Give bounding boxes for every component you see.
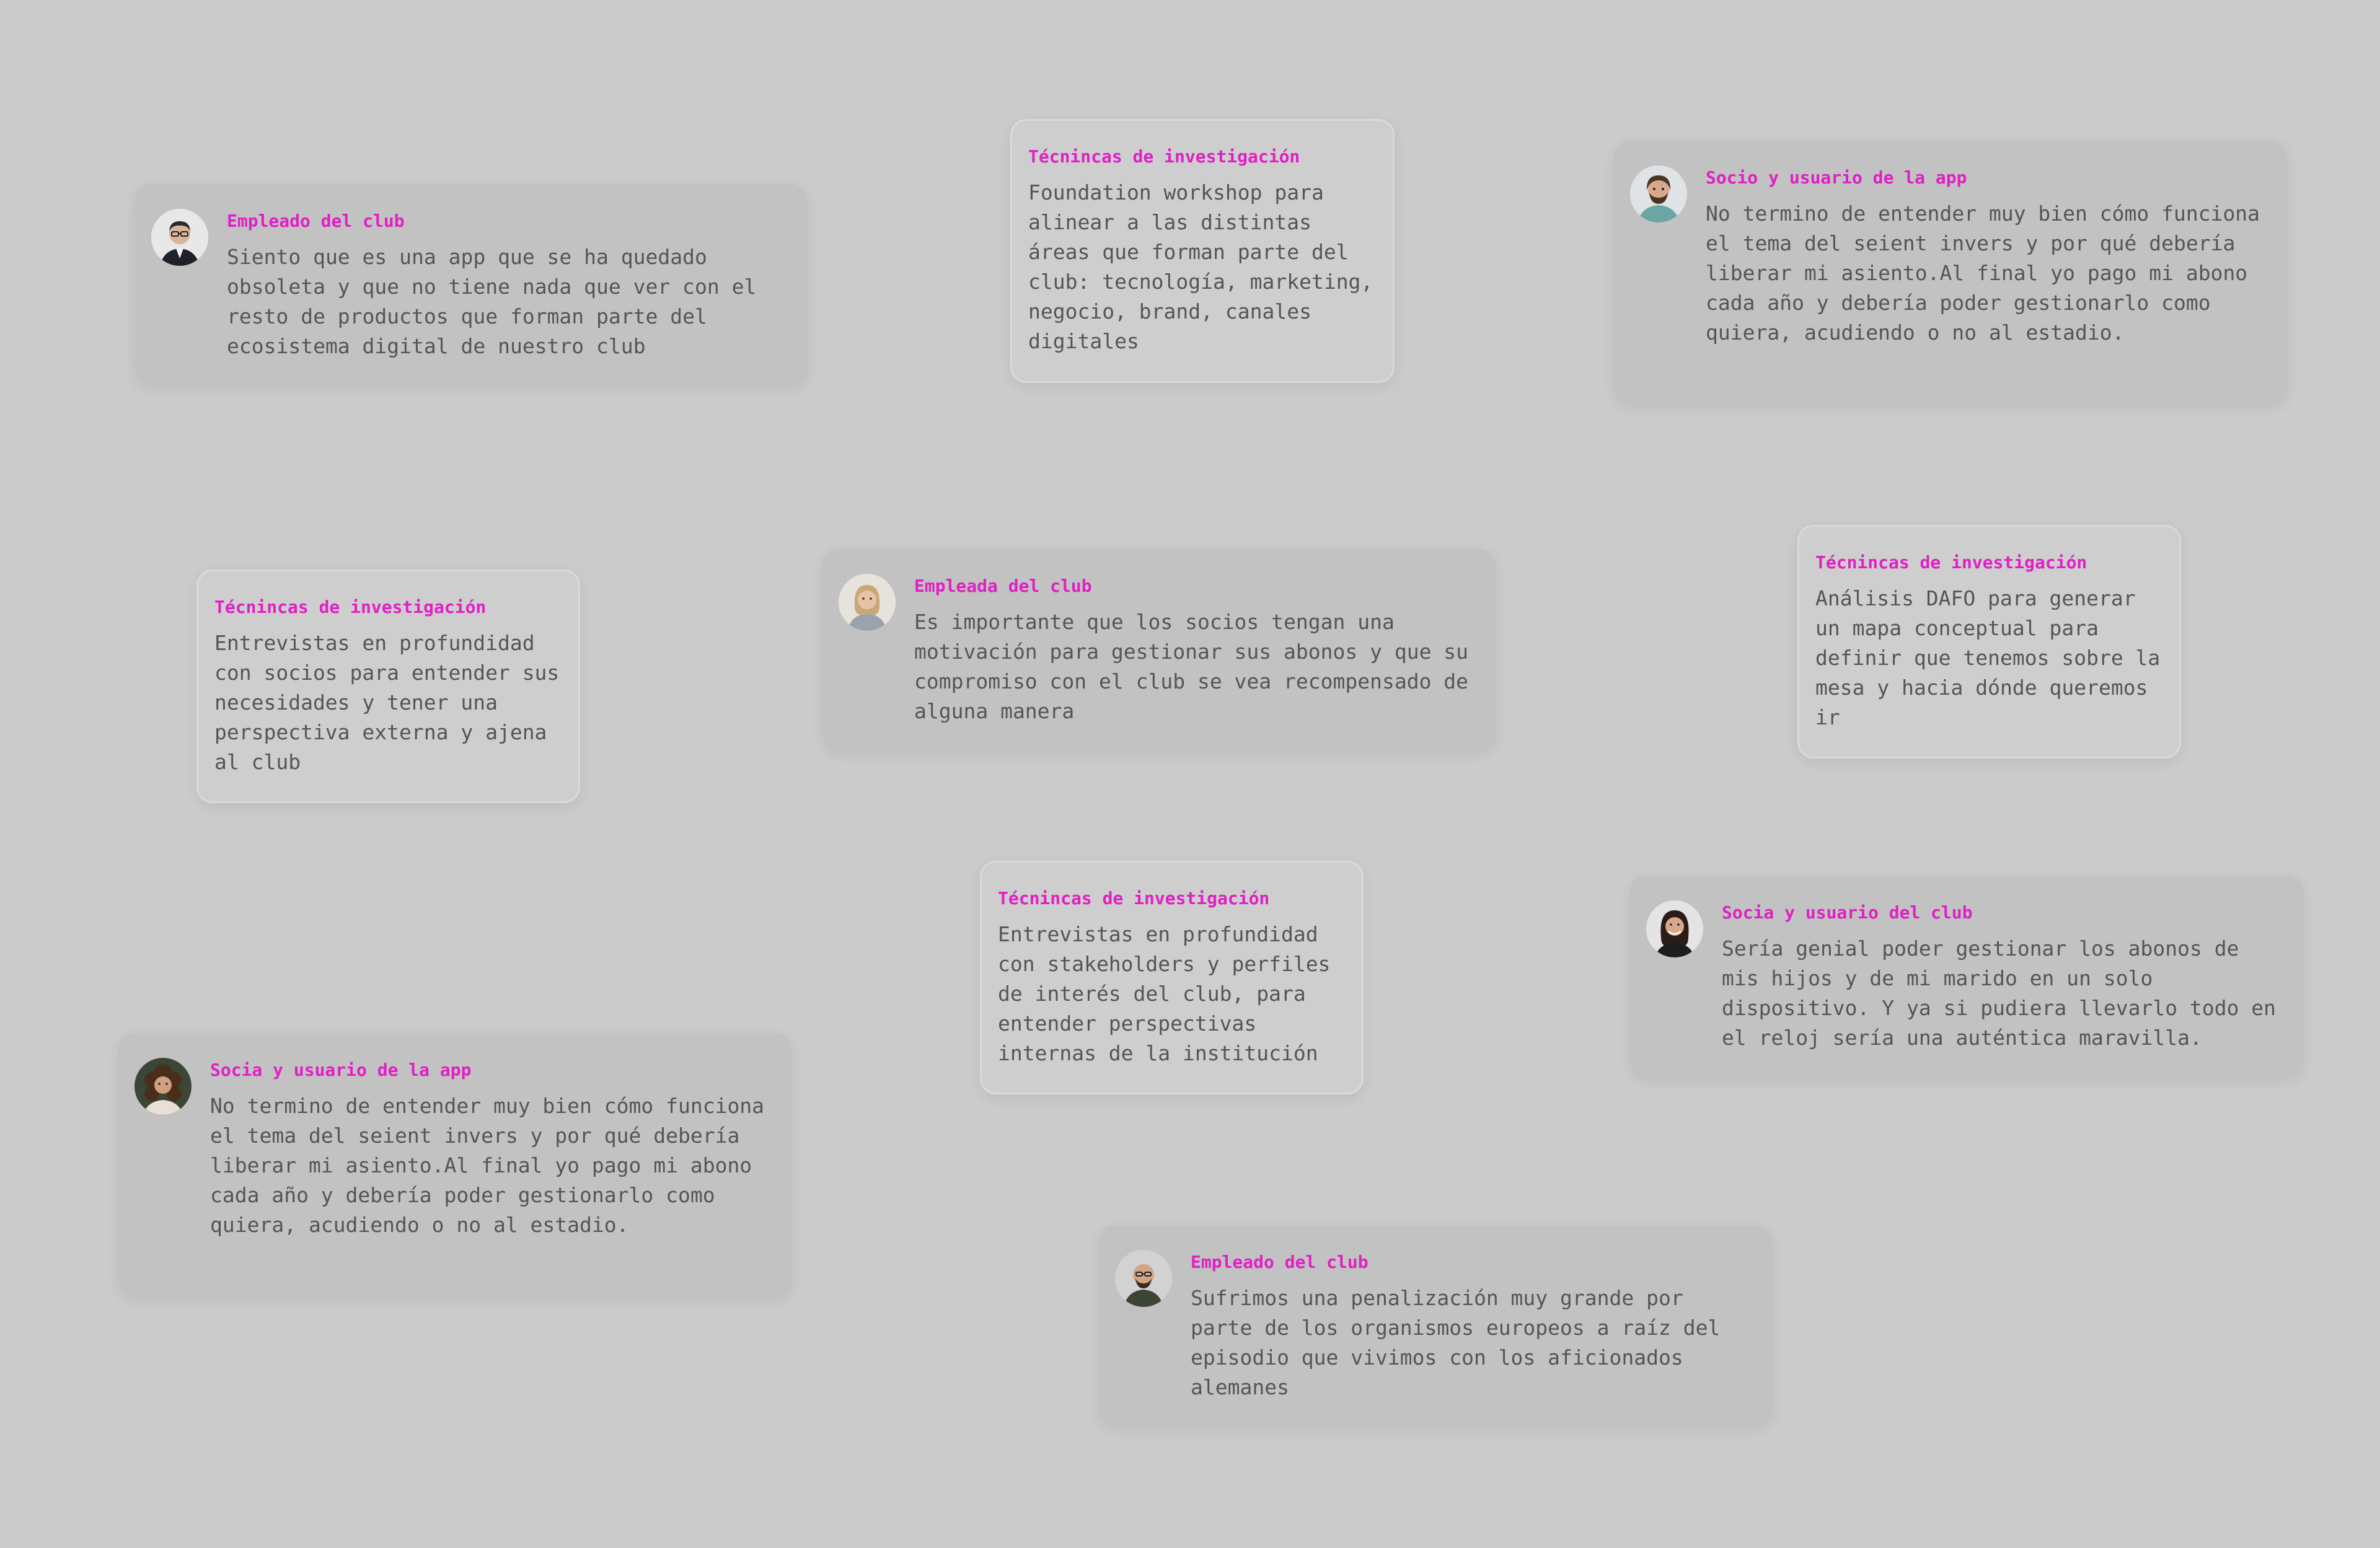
technique-card-foundation-workshop: Técnincas de investigación Foundation wo… (1010, 119, 1395, 383)
quote-card-socio-app: Socio y usuario de la app No termino de … (1614, 141, 2287, 403)
card-title: Empleado del club (1191, 1252, 1368, 1272)
card-text: No termino de entender muy bien cómo fun… (1706, 201, 2260, 345)
technique-card-entrevistas-stakeholders: Técnincas de investigación Entrevistas e… (980, 861, 1364, 1094)
card-title: Técnincas de investigación (1815, 552, 2087, 573)
card-title: Socio y usuario de la app (1706, 167, 1967, 188)
card-text: Entrevistas en profundidad con socios pa… (214, 631, 560, 774)
technique-card-entrevistas-socios: Técnincas de investigación Entrevistas e… (196, 570, 580, 803)
card-text: Análisis DAFO para generar un mapa conce… (1815, 586, 2161, 729)
card-title: Técnincas de investigación (214, 597, 487, 617)
card-text: Es importante que los socios tengan una … (914, 610, 1469, 723)
card-text: Sería genial poder gestionar los abonos … (1722, 936, 2276, 1050)
card-text: Foundation workshop para alinear a las d… (1028, 180, 1373, 353)
card-title: Técnincas de investigación (998, 888, 1270, 908)
card-title: Técnincas de investigación (1028, 146, 1300, 167)
card-title: Empleada del club (914, 576, 1092, 596)
quote-card-socia-app: Socia y usuario de la app No termino de … (118, 1033, 792, 1296)
quote-card-empleado-2: Empleado del club Sufrimos una penalizac… (1099, 1225, 1772, 1427)
card-title: Empleado del club (227, 211, 405, 231)
card-text: Siento que es una app que se ha quedado … (227, 245, 757, 358)
quote-card-empleada: Empleada del club Es importante que los … (822, 549, 1496, 750)
quote-card-empleado-1: Empleado del club Siento que es una app … (135, 184, 807, 385)
woman-curly-hair-avatar (134, 1058, 192, 1115)
woman-blonde-avatar (839, 574, 896, 631)
card-text: Sufrimos una penalización muy grande por… (1191, 1286, 1721, 1399)
card-text: No termino de entender muy bien cómo fun… (210, 1094, 765, 1237)
card-text: Entrevistas en profundidad con stakehold… (998, 922, 1331, 1065)
card-title: Socia y usuario de la app (210, 1060, 472, 1080)
card-title: Socia y usuario del club (1722, 902, 1973, 923)
technique-card-analisis-dafo: Técnincas de investigación Análisis DAFO… (1797, 525, 2181, 759)
man-glasses-avatar (151, 209, 208, 266)
quote-card-socia-club: Socia y usuario del club Sería genial po… (1630, 876, 2303, 1077)
bald-man-avatar (1115, 1250, 1172, 1307)
bearded-man-avatar (1630, 165, 1687, 222)
woman-dark-hair-avatar (1646, 900, 1703, 957)
